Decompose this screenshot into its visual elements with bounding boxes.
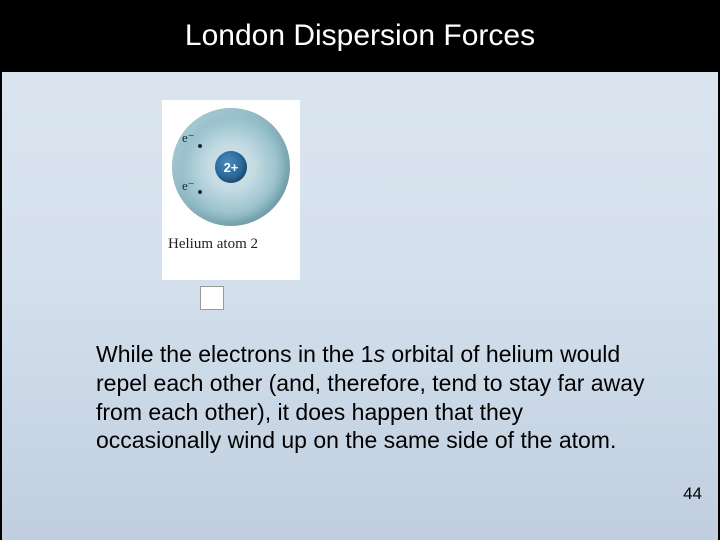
slide: London Dispersion Forces e⁻ e⁻ 2+ Helium… xyxy=(0,0,720,540)
body-text-italic: s xyxy=(373,341,385,367)
placeholder-box-icon xyxy=(200,286,224,310)
electron-cloud-icon: e⁻ e⁻ 2+ xyxy=(172,108,290,226)
body-paragraph: While the electrons in the 1s orbital of… xyxy=(96,340,646,455)
electron-label-1: e⁻ xyxy=(182,130,195,146)
helium-atom-diagram: e⁻ e⁻ 2+ Helium atom 2 xyxy=(162,100,300,280)
electron-dot-icon xyxy=(198,144,202,148)
nucleus-icon: 2+ xyxy=(215,151,247,183)
nucleus-charge-label: 2+ xyxy=(224,160,239,175)
electron-dot-icon xyxy=(198,190,202,194)
electron-label-2: e⁻ xyxy=(182,178,195,194)
body-text-part-1: While the electrons in the 1 xyxy=(96,341,373,367)
slide-title: London Dispersion Forces xyxy=(185,19,535,53)
diagram-caption: Helium atom 2 xyxy=(162,236,258,253)
page-number: 44 xyxy=(683,484,702,504)
title-bar: London Dispersion Forces xyxy=(2,0,718,72)
